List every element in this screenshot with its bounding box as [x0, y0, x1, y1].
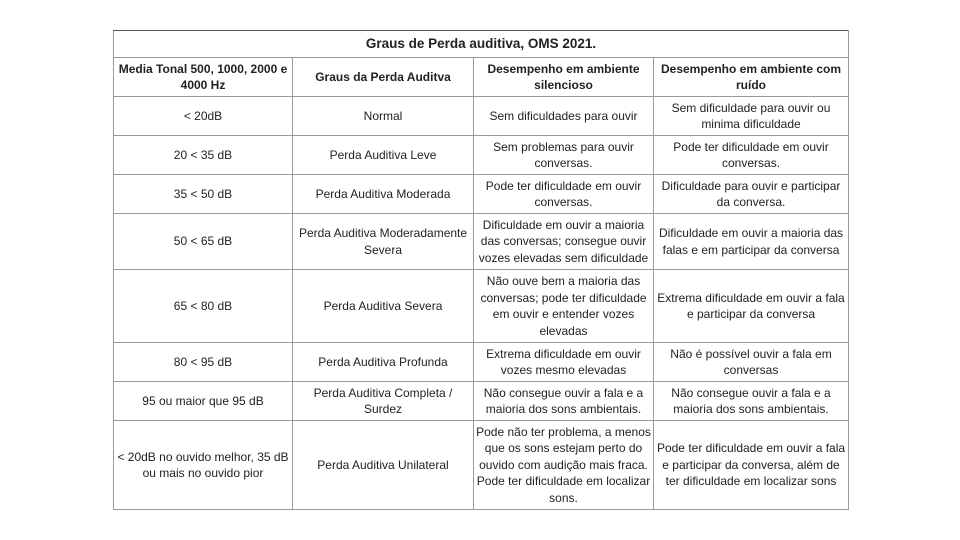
table-cell: Pode ter dificuldade em ouvir a fala e p… [652, 420, 850, 510]
table-cell: 20 < 35 dB [113, 135, 293, 175]
table-cell: Não ouve bem a maioria das conversas; po… [473, 269, 654, 343]
table-row: 65 < 80 dB Perda Auditiva Severa Não ouve … [113, 269, 850, 343]
table-cell: 65 < 80 dB [113, 269, 293, 343]
table-cell: Dificuldade em ouvir a maioria das conve… [473, 213, 654, 270]
table-cell: Extrema dificuldade em ouvir vozes mesmo… [473, 342, 654, 382]
table-row: 80 < 95 dB Perda Auditiva Profunda Extrema… [113, 342, 850, 382]
table-cell: Dificuldade em ouvir a maioria das falas… [652, 213, 850, 270]
table-row: < 20dB no ouvido melhor, 35 dB ou mais n… [113, 420, 850, 510]
header-cell: Desempenho em ambiente silencioso [473, 57, 654, 97]
table-cell: Perda Auditiva Unilateral [292, 420, 474, 510]
table-cell: < 20dB no ouvido melhor, 35 dB ou mais n… [113, 420, 293, 510]
table-cell: < 20dB [113, 96, 293, 136]
table-cell: Não é possível ouvir a fala em conversas [652, 342, 850, 382]
table-cell: Perda Auditiva Completa / Surdez [292, 381, 474, 421]
table-cell: Pode não ter problema, a menos que os so… [473, 420, 654, 510]
table-cell: 95 ou maior que 95 dB [113, 381, 293, 421]
header-cell: Graus da Perda Auditva [292, 57, 474, 97]
table-row: 35 < 50 dB Perda Auditiva Moderada Pode te… [113, 174, 850, 214]
table-cell: Não consegue ouvir a fala e a maioria do… [652, 381, 850, 421]
header-row: Media Tonal 500, 1000, 2000 e 4000 Hz Gr… [113, 57, 850, 97]
table-row: 20 < 35 dB Perda Auditiva Leve Sem problem… [113, 135, 850, 175]
table-cell: Perda Auditiva Moderada [292, 174, 474, 214]
table-cell: Pode ter dificuldade em ouvir conversas. [652, 135, 850, 175]
hearing-loss-table: Graus de Perda auditiva, OMS 2021. Media… [112, 30, 850, 510]
table-cell: Perda Auditiva Severa [292, 269, 474, 343]
table-cell: 80 < 95 dB [113, 342, 293, 382]
table-cell: Pode ter dificuldade em ouvir conversas. [473, 174, 654, 214]
table-cell: Não consegue ouvir a fala e a maioria do… [473, 381, 654, 421]
table-cell: Perda Auditiva Profunda [292, 342, 474, 382]
table-cell: Dificuldade para ouvir e participar da c… [652, 174, 850, 214]
table-title: Graus de Perda auditiva, OMS 2021. [112, 30, 850, 58]
table-cell: Sem dificuldade para ouvir ou minima dif… [652, 96, 850, 136]
table-cell: Perda Auditiva Leve [292, 135, 474, 175]
table-row: < 20dB Normal Sem dificuldades para ouvir S… [113, 96, 850, 136]
table-row: 95 ou maior que 95 dB Perda Auditiva Comp… [113, 381, 850, 421]
table-cell: 50 < 65 dB [113, 213, 293, 270]
table-row: 50 < 65 dB Perda Auditiva Moderadamente S… [113, 213, 850, 270]
header-cell: Media Tonal 500, 1000, 2000 e 4000 Hz [113, 57, 293, 97]
table-cell: 35 < 50 dB [113, 174, 293, 214]
header-cell: Desempenho em ambiente com ruído [652, 57, 850, 97]
table-cell: Extrema dificuldade em ouvir a fala e pa… [652, 269, 850, 343]
table-cell: Sem dificuldades para ouvir [473, 96, 654, 136]
table-cell: Perda Auditiva Moderadamente Severa [292, 213, 474, 270]
table-cell: Sem problemas para ouvir conversas. [473, 135, 654, 175]
table-cell: Normal [292, 96, 474, 136]
